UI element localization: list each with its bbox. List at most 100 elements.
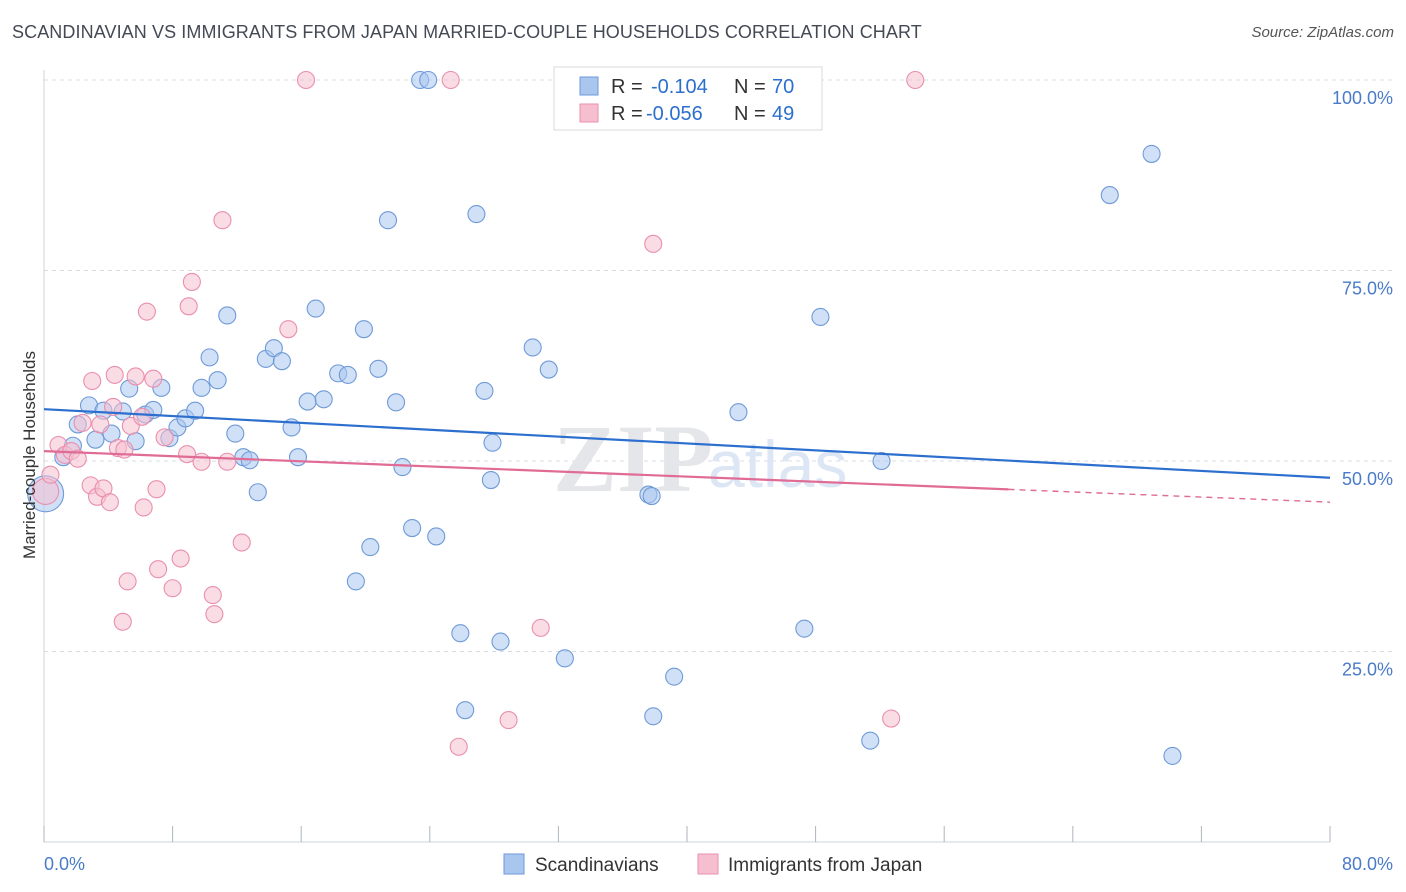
japan-point: [531, 618, 550, 637]
japan-point: [441, 70, 460, 90]
stats-n-scandinavians: 70: [772, 76, 794, 98]
scandinavian-point: [272, 352, 291, 371]
japan-point: [68, 449, 87, 468]
scandinavian-point: [491, 632, 510, 651]
scandinavian-point: [361, 538, 380, 557]
scandinavian-point: [451, 624, 470, 643]
scandinavian-point: [288, 448, 308, 467]
legend-label-japan[interactable]: Immigrants from Japan: [728, 855, 922, 876]
stats-box: R = -0.104 N = 70 R = -0.056 N = 49: [553, 66, 823, 131]
scandinavian-point: [642, 487, 661, 506]
stats-r-scandinavians: -0.104: [651, 76, 708, 98]
japan-point: [205, 605, 224, 624]
scandinavian-point: [1163, 746, 1182, 765]
japan-point: [296, 70, 316, 90]
japan-point: [218, 452, 237, 471]
scandinavian-point: [248, 483, 267, 502]
scandinavian-point: [200, 348, 219, 367]
japan-point: [83, 371, 102, 391]
scandinavian-point: [665, 667, 684, 686]
scandinavian-point: [729, 403, 748, 422]
japan-point: [118, 572, 137, 591]
scandinavian-point: [644, 707, 663, 726]
japan-point: [126, 367, 145, 386]
trendline-scandinavians: [43, 408, 1331, 479]
scandinavian-point: [427, 527, 446, 546]
y-axis-label: Married-couple Households: [20, 351, 39, 559]
scandinavian-point: [218, 306, 237, 325]
japan-point: [499, 711, 518, 730]
scandinavian-point: [555, 649, 574, 668]
y-tick-label: 75.0%: [1342, 279, 1393, 299]
scandinavian-point: [354, 320, 373, 339]
stats-swatch-japan: [579, 103, 599, 123]
japan-point: [232, 533, 251, 552]
scandinavian-point: [811, 307, 830, 327]
japan-point: [213, 211, 232, 230]
scandinavian-point: [314, 390, 333, 409]
scandinavian-point: [186, 401, 205, 420]
japan-point: [179, 297, 198, 316]
scandinavian-point: [208, 371, 227, 390]
stats-r-label-2: R =: [611, 103, 643, 125]
legend: Scandinavians Immigrants from Japan: [503, 853, 922, 876]
scandinavian-point: [1142, 144, 1161, 163]
scandinavian-point: [192, 378, 211, 397]
scandinavian-point: [419, 70, 438, 90]
japan-point: [882, 709, 901, 728]
watermark-atlas: atlas: [708, 427, 847, 501]
trendline-japan-extension: [1008, 488, 1331, 503]
japan-point: [134, 498, 153, 517]
scandinavian-point: [226, 424, 245, 443]
japan-point: [147, 480, 166, 499]
legend-label-scandinavians[interactable]: Scandinavians: [535, 855, 659, 876]
japan-point: [149, 560, 168, 579]
japan-point: [906, 70, 925, 90]
japan-point: [155, 428, 174, 447]
japan-point: [449, 737, 468, 756]
scandinavian-point: [264, 339, 283, 358]
scandinavian-point: [386, 393, 406, 412]
japan-point: [279, 320, 298, 339]
scandinavian-point: [338, 365, 357, 384]
japan-point: [91, 415, 110, 434]
x-tick-label: 0.0%: [44, 854, 85, 874]
chart-title: SCANDINAVIAN VS IMMIGRANTS FROM JAPAN MA…: [12, 22, 922, 42]
scandinavian-point: [475, 381, 494, 400]
scandinavian-point: [403, 519, 422, 538]
tick-labels: 25.0% 50.0% 75.0% 100.0% 0.0% 80.0%: [44, 88, 1393, 874]
trendline-japan: [43, 449, 1009, 491]
y-tick-label: 25.0%: [1342, 660, 1393, 680]
stats-r-japan: -0.056: [646, 103, 703, 125]
stats-swatch-scandinavians: [579, 76, 599, 96]
japan-point: [104, 397, 123, 416]
stats-r-label: R =: [611, 76, 643, 98]
japan-point: [133, 407, 152, 426]
scandinavian-point: [872, 451, 891, 471]
scandinavian-point: [483, 433, 502, 452]
trend-layer: [43, 408, 1331, 503]
japan-point: [182, 272, 201, 291]
japan-point: [203, 586, 222, 605]
watermark-zip: ZIP: [553, 405, 713, 512]
legend-swatch-japan[interactable]: [697, 853, 719, 875]
source-label: Source: ZipAtlas.com: [1251, 24, 1394, 41]
japan-point: [113, 612, 132, 631]
scandinavian-point: [861, 731, 880, 750]
stats-n-japan: 49: [772, 103, 794, 125]
scandinavian-point: [539, 360, 558, 379]
scandinavian-point: [523, 338, 542, 357]
japan-point: [137, 302, 156, 321]
x-tick-label: 80.0%: [1342, 854, 1393, 874]
y-tick-label: 50.0%: [1342, 469, 1393, 489]
stats-n-label-2: N =: [734, 103, 766, 125]
scandinavian-point: [378, 211, 398, 230]
scandinavian-point: [86, 430, 105, 449]
japan-point: [144, 369, 163, 388]
scandinavian-point: [795, 619, 814, 638]
scandinavian-point: [298, 392, 317, 411]
legend-swatch-scandinavians[interactable]: [503, 853, 525, 875]
japan-point: [171, 549, 190, 568]
scandinavian-point: [456, 701, 475, 720]
